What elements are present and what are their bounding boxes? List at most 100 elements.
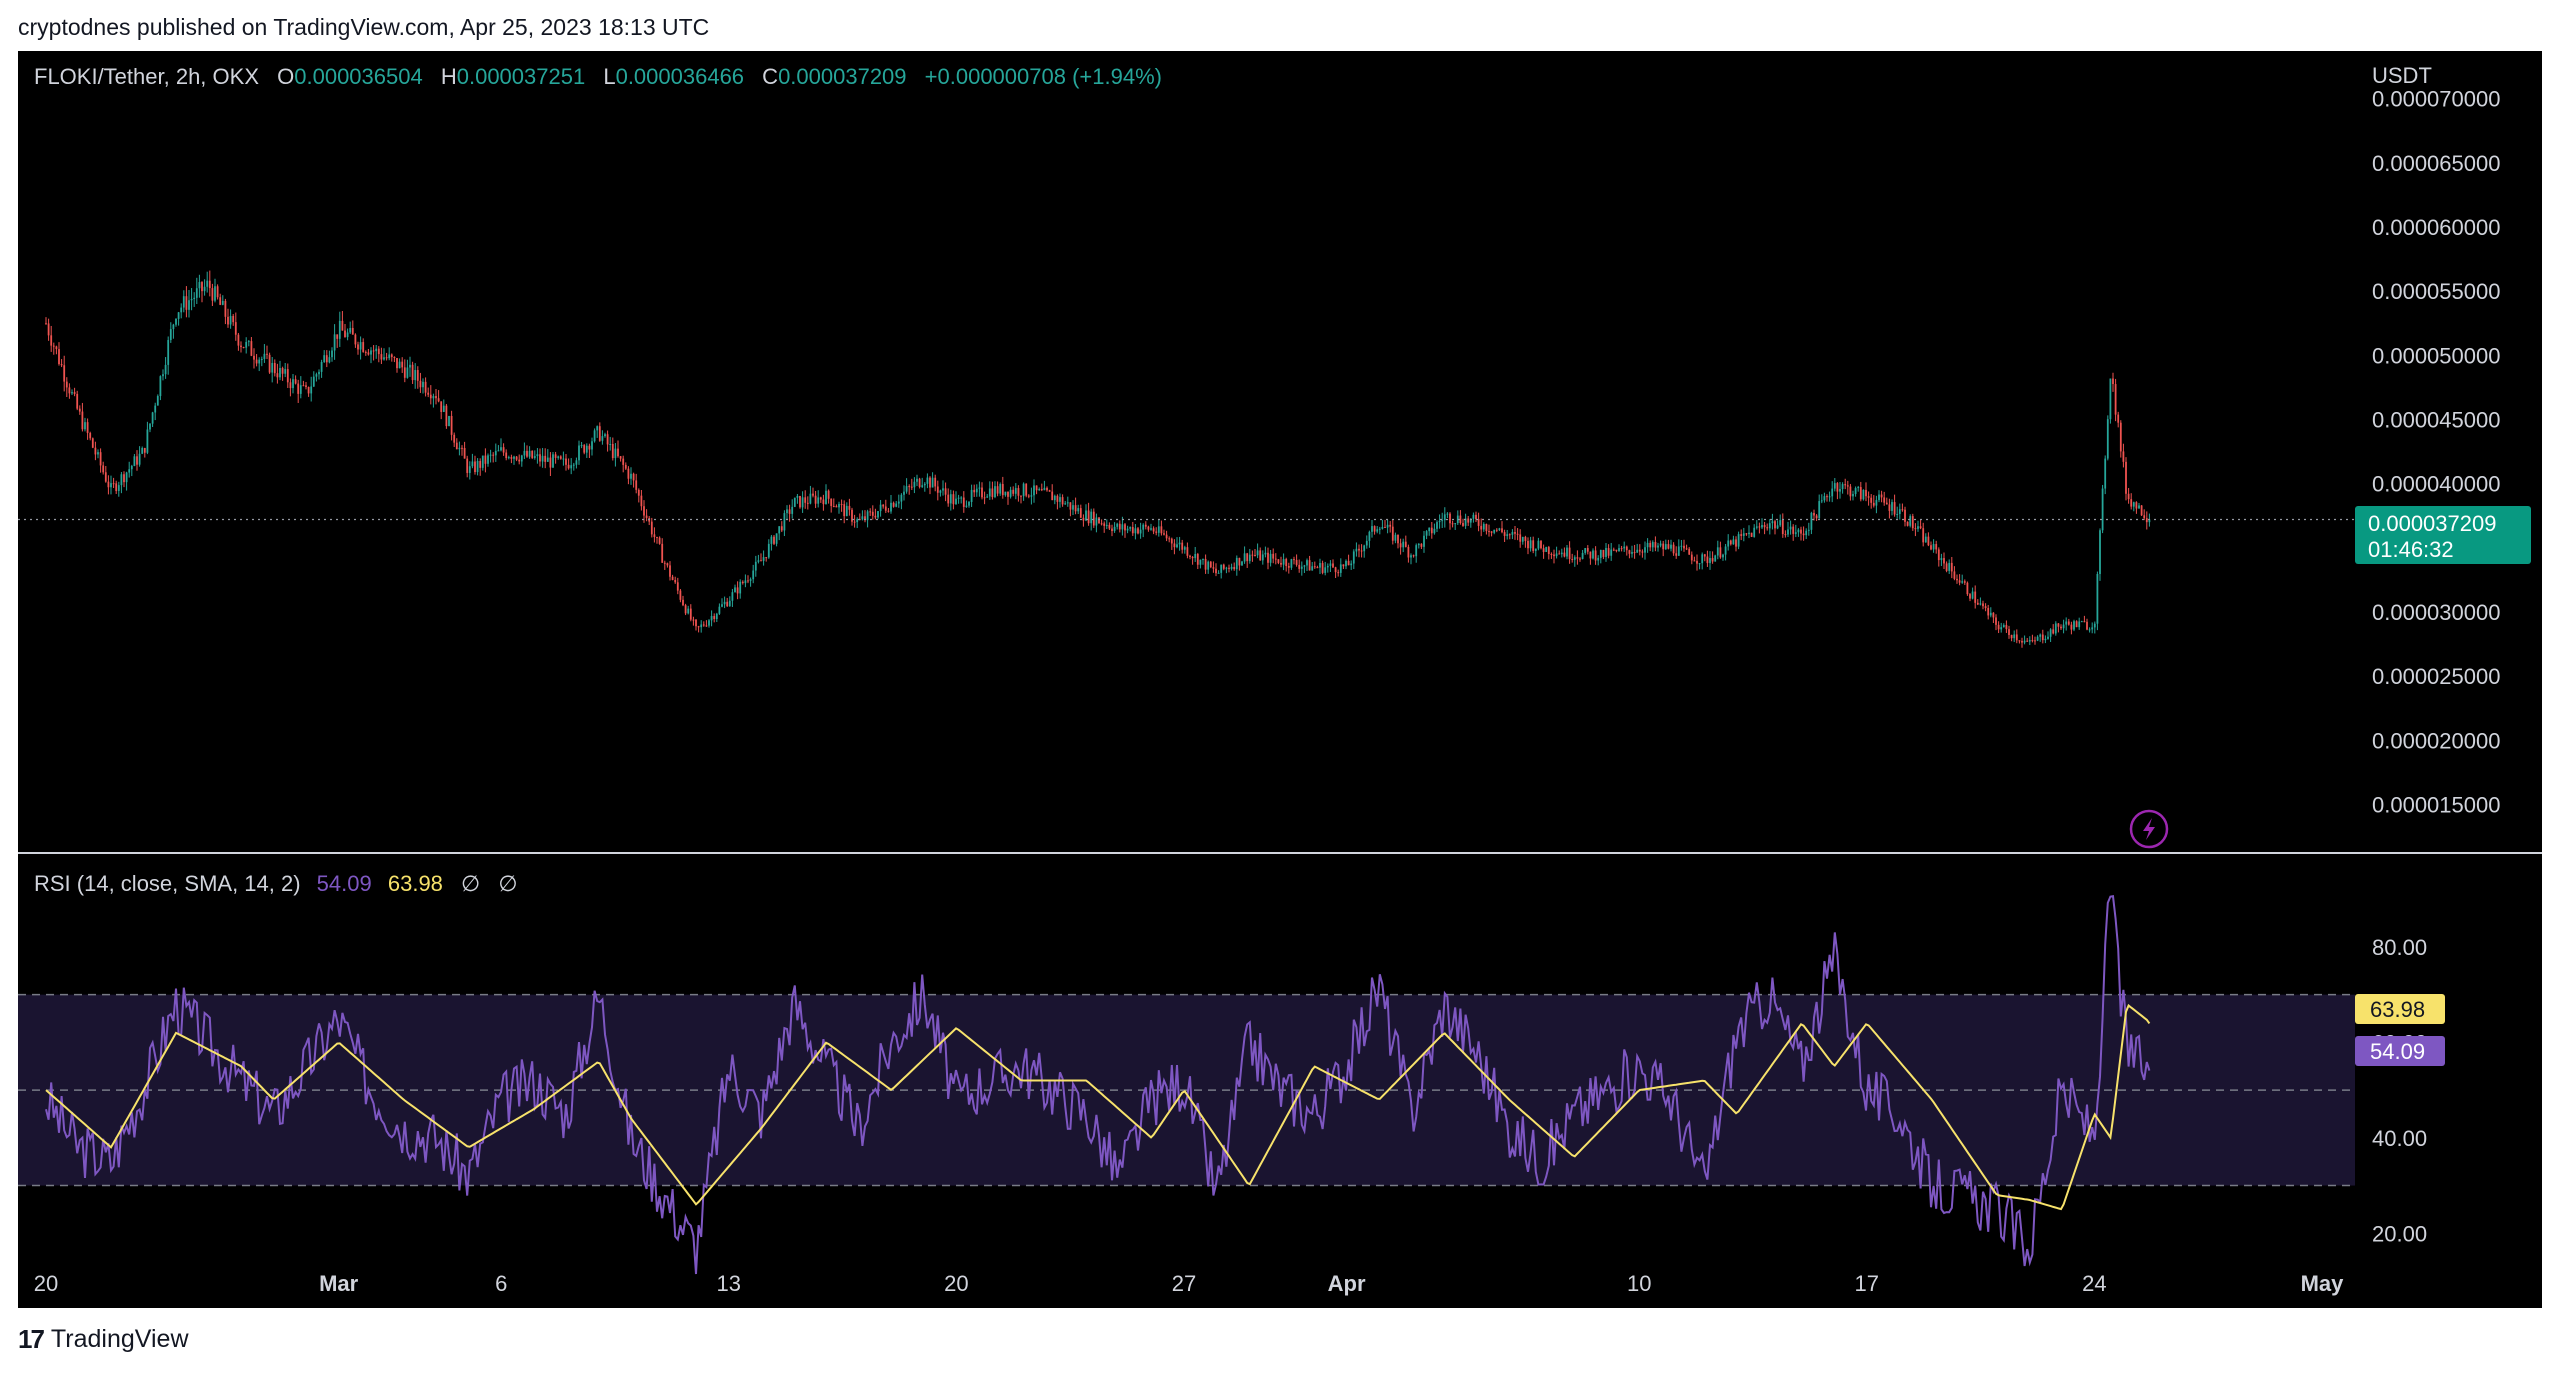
candle-body [1428,527,1431,532]
candle-body [505,452,508,459]
candle-body [1779,520,1782,526]
candle-body [949,494,952,504]
candle-body [799,495,801,508]
candle-body [484,455,487,464]
candle-body [1238,557,1241,566]
candle-body [1155,531,1158,533]
rsi-indicator-label[interactable]: RSI (14, close, SMA, 14, 2) [34,871,301,896]
candle-body [549,457,552,468]
candle-body [2031,640,2034,642]
candle-body [983,497,986,499]
candle-body [557,456,560,458]
candle-body [1789,526,1792,530]
candle-body [50,335,53,346]
candle-body [1542,548,1545,552]
candle-body [164,364,167,375]
candle-body [341,320,344,331]
candle-body [1456,515,1459,524]
lightning-icon[interactable] [2129,809,2169,849]
candle-body [637,489,640,496]
chart-canvas[interactable]: USDT 0.0000700000.0000650000.0000600000.… [18,51,2542,1308]
candle-body [1787,529,1789,535]
candle-body [1493,529,1496,533]
candle-body [1027,495,1030,497]
candle-body [1589,551,1592,559]
candle-body [1498,528,1501,531]
candle-body [936,486,939,493]
rsi-axis[interactable]: 80.0060.0040.0020.00 [2372,935,2427,1246]
candle-body [130,465,133,470]
candle-body [1407,546,1410,558]
candle-body [2044,638,2047,641]
candle-body [583,445,586,453]
candle-body [1004,491,1007,496]
candle-body [479,461,482,468]
chart-panel[interactable]: USDT 0.000070000 0.000065000 0.000060000 0.… [18,51,2542,1308]
candle-body [830,498,833,506]
candle-body [1280,562,1282,565]
candle-body [336,334,339,339]
candle-body [988,488,991,497]
candle-body [2119,422,2122,452]
candle-body [2088,629,2091,631]
candle-body [1696,560,1698,564]
candle-body [970,489,973,502]
candle-body [523,450,526,456]
candle-body [1105,524,1108,526]
candle-body [580,445,583,447]
rsi-value-badge: 54.09 [2355,1036,2445,1066]
candle-body [307,386,310,394]
price-axis[interactable]: 0.000070000 0.000065000 0.000060000 0.00005… [2372,87,2500,818]
candle-body [640,495,643,507]
tradingview-logo[interactable]: 17 TradingView [18,1324,189,1355]
candle-body [1306,560,1308,566]
candle-body [2083,621,2086,623]
candle-body [1623,546,1626,549]
candle-body [351,327,354,335]
rsi-legend[interactable]: RSI (14, close, SMA, 14, 2) 54.09 63.98 … [34,871,518,897]
candle-body [710,615,713,621]
candle-body [1142,524,1145,530]
candle-body [554,454,557,458]
candle-body [419,380,422,388]
candle-body [237,334,240,346]
candle-body [1410,555,1412,558]
candle-body [297,383,300,394]
candle-body [149,423,151,430]
candle-body [731,592,734,601]
candle-body [1339,564,1342,573]
time-axis[interactable]: 20 Mar 6 13 20 27 Apr 10 17 24 May [34,1271,2344,1296]
candle-body [1909,516,1912,526]
candle-body [1532,540,1535,551]
symbol-legend[interactable]: FLOKI/Tether, 2h, OKX O0.000036504 H0.00… [34,64,1162,90]
candle-body [1293,559,1295,561]
price-tick-label: 0.000070000 [2372,87,2500,112]
candle-body [752,570,755,580]
candle-body [1402,541,1405,548]
candle-body [1066,502,1069,504]
candle-body [73,392,76,394]
candle-body [1594,550,1597,561]
candle-body [1958,580,1961,583]
time-tick-label: 17 [1855,1271,1879,1296]
candle-body [1311,566,1314,571]
candle-body [1100,523,1103,525]
candle-body [2148,519,2151,523]
candle-body [1373,526,1376,532]
candle-body [2078,621,2081,628]
candle-body [890,502,892,512]
candle-body [1443,514,1446,521]
candle-body [401,361,404,368]
candle-body [2015,634,2018,641]
candle-body [1888,504,1891,511]
rsi-series-line [45,895,2151,1275]
candle-body [1129,527,1132,529]
candle-body [1189,555,1191,557]
candle-body [234,322,237,335]
candle-body [1813,512,1815,516]
candle-body [1230,566,1233,569]
time-tick-label: 27 [1172,1271,1196,1296]
rsi-sma-series-line [45,1003,2151,1211]
symbol-name[interactable]: FLOKI/Tether, 2h, OKX [34,64,259,89]
candle-body [2036,636,2039,641]
